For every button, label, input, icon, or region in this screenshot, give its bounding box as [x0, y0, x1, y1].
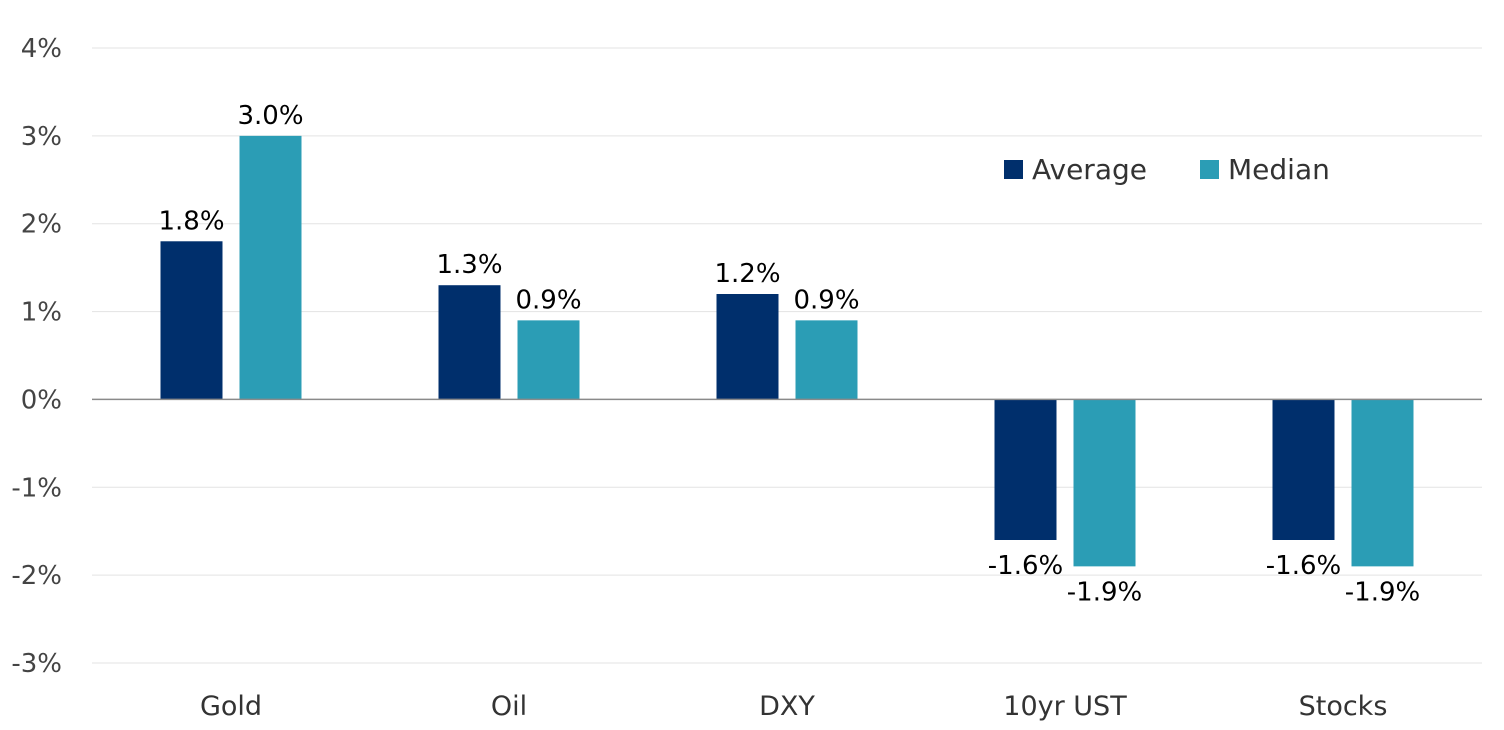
legend-swatch-average: [1004, 160, 1023, 179]
legend-label-average: Average: [1032, 153, 1147, 186]
y-tick-label: 4%: [21, 34, 62, 64]
bar-median: [795, 320, 858, 400]
data-label: 0.9%: [793, 285, 859, 315]
y-tick-label: 3%: [21, 122, 62, 152]
x-axis-category-labels: Gold Oil DXY 10yr UST Stocks: [200, 691, 1387, 722]
bar-average: [994, 399, 1057, 540]
bar-median: [1351, 399, 1414, 567]
data-label: -1.9%: [1067, 577, 1142, 607]
gridlines: [92, 47, 1482, 664]
data-label: 0.9%: [515, 285, 581, 315]
bar-median: [239, 135, 302, 400]
data-label: -1.9%: [1345, 577, 1420, 607]
bar-average: [716, 294, 779, 400]
data-label: -1.6%: [988, 551, 1063, 581]
x-category-label: DXY: [759, 691, 815, 722]
y-tick-label: 2%: [21, 210, 62, 240]
x-category-label: Stocks: [1299, 691, 1388, 722]
data-labels: 1.8%3.0%1.3%0.9%1.2%0.9%-1.6%-1.9%-1.6%-…: [158, 101, 1420, 607]
y-tick-label: 1%: [21, 298, 62, 328]
bar-median: [517, 320, 580, 400]
y-tick-label: 0%: [21, 385, 62, 415]
data-label: 1.2%: [714, 259, 780, 289]
x-category-label: Oil: [491, 691, 527, 722]
legend-swatch-median: [1200, 160, 1219, 179]
data-label: 3.0%: [237, 101, 303, 131]
y-axis-tick-labels: 4% 3% 2% 1% 0% -1% -2% -3%: [11, 34, 62, 679]
x-category-label: 10yr UST: [1003, 691, 1127, 722]
y-tick-label: -3%: [11, 649, 62, 679]
bar-average: [1272, 399, 1335, 540]
legend: Average Median: [1004, 153, 1330, 186]
y-tick-label: -2%: [11, 561, 62, 591]
bar-average: [438, 285, 501, 400]
data-label: 1.3%: [436, 250, 502, 280]
bar-average: [160, 241, 223, 400]
legend-label-median: Median: [1228, 153, 1330, 186]
bars: [160, 135, 1414, 567]
x-category-label: Gold: [200, 691, 262, 722]
data-label: -1.6%: [1266, 551, 1341, 581]
data-label: 1.8%: [158, 206, 224, 236]
bar-median: [1073, 399, 1136, 567]
y-tick-label: -1%: [11, 473, 62, 503]
